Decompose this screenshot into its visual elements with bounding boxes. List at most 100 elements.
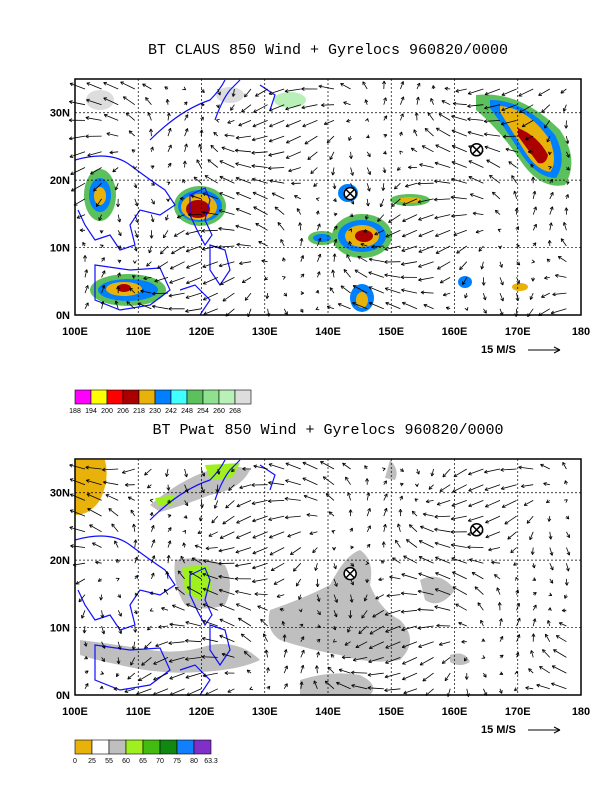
wind-arrow [427, 112, 434, 121]
wind-arrowhead [115, 558, 120, 563]
wind-arrowhead [235, 603, 240, 607]
wind-arrowhead [553, 649, 557, 653]
wind-arrowhead [352, 657, 357, 662]
wind-arrowhead [399, 150, 404, 155]
wind-arrowhead [550, 310, 555, 315]
wind-arrowhead [218, 548, 223, 553]
wind-arrowhead [101, 630, 106, 635]
wind-arrowhead [133, 165, 138, 170]
wind-arrowhead [451, 177, 455, 182]
wind-arrowhead [219, 603, 224, 608]
wind-arrowhead [402, 676, 406, 681]
wind-arrowhead [333, 212, 338, 217]
wind-arrow [218, 245, 235, 248]
wind-arrow [485, 515, 501, 524]
wind-arrowhead [561, 608, 566, 613]
panel-title: BT CLAUS 850 Wind + Gyrelocs 960820/0000 [148, 42, 508, 59]
wind-arrowhead [133, 629, 138, 633]
wind-arrowhead [153, 676, 157, 681]
wind-arrow [401, 592, 418, 595]
wind-arrowhead [531, 259, 535, 264]
wind-arrowhead [235, 549, 240, 554]
wind-arrowhead [343, 269, 348, 273]
wind-arrow [277, 222, 285, 231]
wind-arrowhead [172, 604, 176, 609]
wind-arrowhead [451, 213, 455, 218]
wind-arrow [211, 515, 219, 524]
panel-title: BT Pwat 850 Wind + Gyrelocs 960820/0000 [152, 422, 503, 439]
wind-arrowhead [271, 192, 276, 197]
wind-arrow [563, 222, 567, 231]
wind-arrowhead [400, 609, 405, 614]
wind-arrowhead [541, 109, 545, 113]
colorbar-swatch [193, 739, 212, 755]
wind-arrowhead [396, 166, 401, 171]
wind-arrow [271, 192, 285, 200]
wind-arrowhead [200, 116, 204, 121]
wind-arrow [549, 206, 553, 215]
wind-arrowhead [326, 305, 331, 310]
wind-arrowhead [225, 504, 230, 509]
wind-arrowhead [332, 185, 337, 190]
wind-arrowhead [401, 288, 405, 293]
wind-arrow [458, 622, 467, 627]
wind-arrowhead [435, 144, 440, 149]
wind-arrow [268, 167, 285, 169]
wind-arrow [367, 687, 384, 690]
colorbar-tick-label: 260 [213, 408, 225, 415]
wind-arrowhead [137, 302, 142, 307]
wind-arrow [499, 618, 502, 627]
wind-arrowhead [307, 156, 312, 160]
wind-arrowhead [235, 191, 240, 196]
wind-arrowhead [299, 681, 304, 686]
wind-arrow [69, 526, 86, 533]
wind-arrow [166, 99, 169, 105]
wind-arrowhead [552, 292, 556, 297]
wind-arrowhead [138, 677, 143, 682]
wind-arrow [168, 641, 185, 644]
wind-arrowhead [547, 607, 552, 611]
wind-arrow [69, 151, 86, 158]
wind-arrowhead [84, 670, 89, 675]
wind-arrow [530, 650, 534, 658]
wind-arrowhead [284, 665, 288, 670]
wind-arrowhead [210, 144, 215, 149]
wind-arrowhead [367, 672, 372, 677]
wind-arrowhead [365, 118, 369, 122]
wind-arrowhead [153, 661, 157, 665]
wind-arrowhead [385, 660, 389, 664]
wind-arrow [495, 210, 501, 215]
wind-arrow [484, 146, 501, 153]
wind-arrow [549, 578, 554, 584]
lon-tick-label: 110E [126, 706, 151, 718]
wind-arrow [516, 617, 521, 627]
wind-arrowhead [193, 176, 198, 181]
colorbar-tick-label: 194 [85, 408, 97, 415]
wind-arrowhead [469, 193, 474, 197]
wind-arrowhead [345, 476, 349, 481]
wind-arrowhead [481, 638, 486, 643]
wind-arrowhead [366, 492, 371, 496]
wind-arrow [424, 128, 434, 137]
wind-arrowhead [532, 577, 537, 581]
wind-arrow [468, 484, 484, 492]
wind-arrowhead [301, 87, 305, 91]
wind-arrow [402, 214, 418, 222]
wind-arrowhead [405, 183, 409, 188]
wind-arrow [202, 637, 218, 643]
wind-arrowhead [145, 97, 149, 101]
wind-arrow [511, 175, 517, 184]
wind-arrow [492, 191, 501, 200]
wind-arrow [352, 302, 368, 310]
wind-arrowhead [488, 547, 492, 552]
wind-arrow [327, 666, 335, 674]
wind-arrow [134, 214, 139, 223]
wind-arrow [268, 500, 285, 502]
wind-arrow [103, 481, 119, 486]
wind-arrowhead [116, 660, 121, 665]
wind-arrowhead [284, 89, 289, 93]
lon-tick-label: 150E [378, 706, 404, 718]
wind-arrowhead [294, 195, 298, 199]
wind-arrow [69, 135, 86, 140]
wind-arrowhead [403, 690, 408, 695]
